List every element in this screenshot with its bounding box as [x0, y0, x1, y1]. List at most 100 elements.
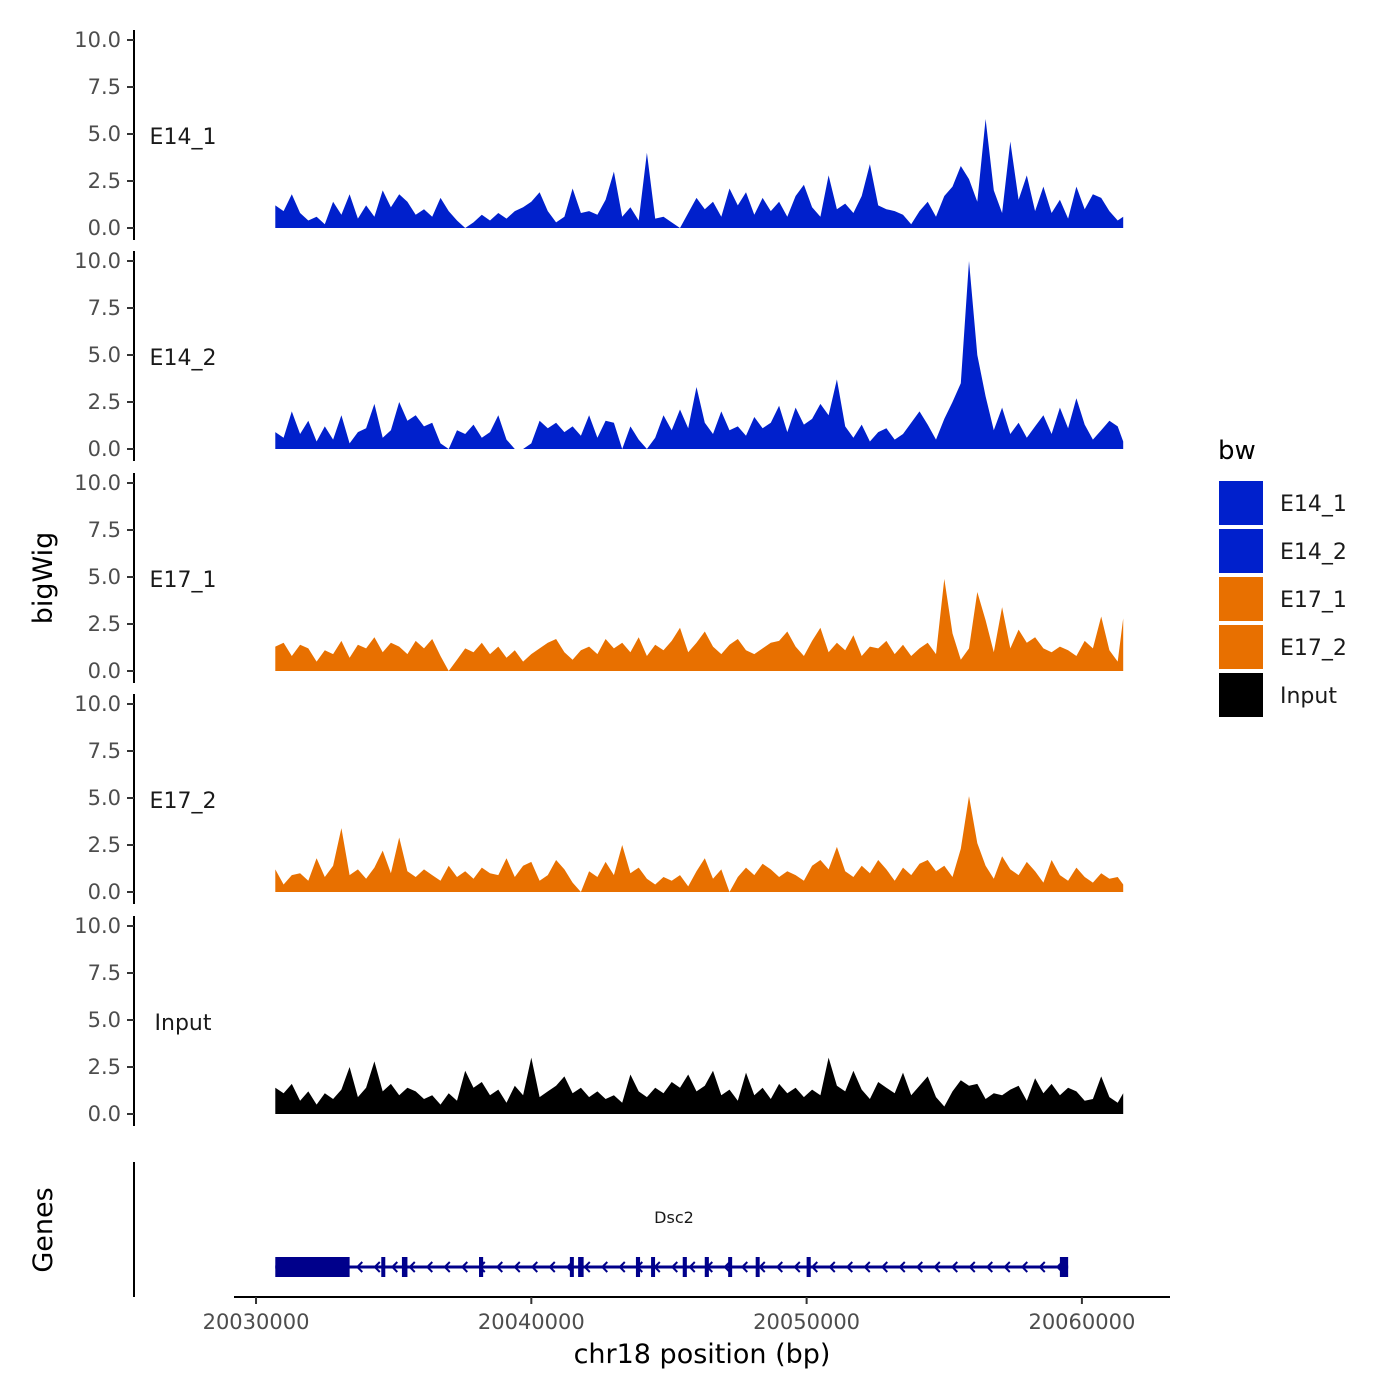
y-tick-label: 7.5 [88, 518, 121, 542]
y-tick-label: 7.5 [88, 739, 121, 763]
strand-arrow [740, 1261, 749, 1273]
x-tick-label: 20040000 [478, 1310, 585, 1334]
legend-label-e17-2: E17_2 [1280, 636, 1347, 661]
strand-arrow [915, 1261, 924, 1273]
strand-arrow [845, 1261, 854, 1273]
y-tick-label: 2.5 [88, 1055, 121, 1079]
y-tick-label: 5.0 [88, 786, 121, 810]
signal-area-e14-1 [275, 119, 1124, 228]
y-tick-label: 5.0 [88, 343, 121, 367]
gene-exon [682, 1257, 687, 1277]
gene-exon [479, 1257, 484, 1277]
signal-area-e17-1 [275, 578, 1124, 671]
gene-exon [401, 1257, 408, 1277]
strand-arrow [1038, 1261, 1046, 1273]
legend: bw E14_1 E14_2 E17_1 E17_2 Input [1217, 436, 1347, 719]
gene-exon [704, 1257, 709, 1277]
signal-area-e14-2 [275, 261, 1124, 449]
strand-arrow [758, 1261, 766, 1273]
track-label-input: Input [155, 1011, 212, 1036]
genes-axis-title: Genes [28, 1187, 59, 1272]
legend-swatch-e17-1 [1217, 575, 1265, 623]
y-tick-label: 5.0 [88, 122, 121, 146]
y-axis-title: bigWig [28, 532, 59, 625]
strand-arrow [443, 1261, 451, 1273]
gene-exon [806, 1257, 811, 1277]
y-tick-label: 10.0 [74, 914, 121, 938]
panel-e14-1: 0.0 2.5 5.0 7.5 10.0 E14_1 [74, 28, 1124, 240]
panel-e14-2: 0.0 2.5 5.0 7.5 10.0 E14_2 [74, 249, 1124, 461]
strand-arrow [530, 1261, 539, 1273]
strand-arrow [1020, 1261, 1029, 1273]
x-tick-label: 20060000 [1028, 1310, 1135, 1334]
x-axis-title: chr18 position (bp) [574, 1339, 831, 1370]
strand-arrow [495, 1261, 504, 1273]
strand-arrow [670, 1261, 679, 1273]
strand-arrow [408, 1261, 416, 1273]
y-tick-label: 2.5 [88, 833, 121, 857]
gene-exon [275, 1257, 350, 1277]
y-tick-label: 10.0 [74, 249, 121, 273]
strand-arrow [513, 1261, 521, 1273]
y-tick-label: 2.5 [88, 169, 121, 193]
y-tick-label: 0.0 [88, 216, 121, 240]
signal-area-input [275, 1057, 1124, 1114]
strand-arrow [548, 1261, 556, 1273]
gene-label-dsc2: Dsc2 [654, 1208, 694, 1227]
gene-exon [728, 1257, 733, 1277]
legend-label-e14-2: E14_2 [1280, 540, 1347, 565]
strand-arrow [600, 1261, 609, 1273]
x-axis: 20030000 20040000 20050000 20060000 chr18 p… [203, 1296, 1170, 1370]
strand-arrow [880, 1261, 889, 1273]
x-ticks: 20030000 20040000 20050000 20060000 [203, 1297, 1135, 1334]
track-label-e17-2: E17_2 [150, 789, 217, 814]
strand-arrow [968, 1261, 976, 1273]
strand-arrow [828, 1261, 836, 1273]
gene-exon [1059, 1257, 1069, 1277]
y-tick-label: 0.0 [88, 880, 121, 904]
gene-exon [755, 1257, 760, 1277]
gene-exon [635, 1257, 641, 1277]
gene-track [275, 1257, 1069, 1277]
strand-arrow [583, 1261, 591, 1273]
strand-arrow [810, 1261, 819, 1273]
strand-arrow [460, 1261, 469, 1273]
signal-panels: 0.0 2.5 5.0 7.5 10.0 E14_1 0.0 2.5 5.0 7.5 10.0 E14… [74, 28, 1124, 1126]
gene-panel: Genes Dsc2 [28, 1162, 1069, 1297]
x-tick-label: 20030000 [203, 1310, 310, 1334]
strand-arrow [775, 1261, 784, 1273]
legend-swatch-input [1217, 671, 1265, 719]
strand-arrow [355, 1261, 364, 1273]
y-tick-label: 7.5 [88, 961, 121, 985]
panel-input: 0.0 2.5 5.0 7.5 10.0 Input [74, 914, 1124, 1126]
y-tick-label: 5.0 [88, 565, 121, 589]
x-tick-label: 20050000 [753, 1310, 860, 1334]
strand-arrow [793, 1261, 801, 1273]
legend-label-e14-1: E14_1 [1280, 492, 1347, 517]
strand-arrow [390, 1261, 399, 1273]
y-tick-label: 0.0 [88, 659, 121, 683]
legend-title: bw [1218, 436, 1256, 466]
legend-swatch-e14-1 [1217, 479, 1265, 527]
strand-arrow [618, 1261, 626, 1273]
legend-entries: E14_1 E14_2 E17_1 E17_2 Input [1217, 479, 1347, 719]
strand-arrow [688, 1261, 696, 1273]
y-tick-label: 0.0 [88, 1102, 121, 1126]
y-tick-label: 2.5 [88, 612, 121, 636]
legend-label-e17-1: E17_1 [1280, 588, 1347, 613]
y-tick-label: 10.0 [74, 471, 121, 495]
track-label-e17-1: E17_1 [150, 568, 217, 593]
strand-arrow [373, 1261, 381, 1273]
panel-e17-1: 0.0 2.5 5.0 7.5 10.0 E17_1 [74, 471, 1124, 683]
track-label-e14-2: E14_2 [150, 346, 217, 371]
gene-exon [569, 1257, 574, 1277]
strand-arrow [898, 1261, 906, 1273]
y-tick-label: 5.0 [88, 1008, 121, 1032]
strand-arrow [985, 1261, 994, 1273]
y-tick-label: 0.0 [88, 437, 121, 461]
strand-arrow [950, 1261, 959, 1273]
legend-swatch-e17-2 [1217, 623, 1265, 671]
legend-label-input: Input [1280, 684, 1337, 709]
strand-arrow [863, 1261, 871, 1273]
